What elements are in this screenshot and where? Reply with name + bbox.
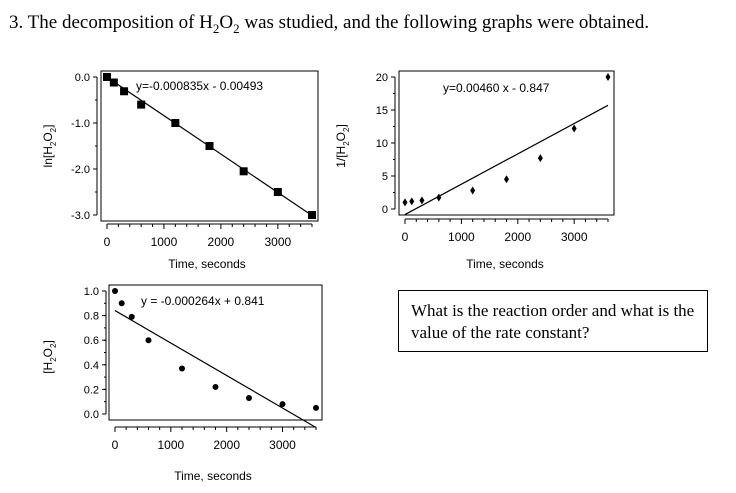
y-axis-label: 1/[H2O2]: [334, 124, 351, 168]
x-tick-label: 0: [112, 438, 119, 452]
data-point: [137, 100, 146, 109]
plot-frame: [108, 284, 323, 421]
y-tick-label: 0.8: [84, 311, 99, 323]
y-tick-label: 1.0: [84, 286, 99, 298]
data-point: [246, 395, 252, 402]
x-tick-label: 3000: [264, 235, 291, 249]
y-tick-label: 5: [382, 171, 388, 183]
y-axis-label-part: 2: [342, 141, 351, 146]
data-point: [279, 401, 286, 408]
plot-frame: [100, 70, 319, 222]
prompt-text: What is the reaction order and what is t…: [411, 301, 695, 342]
data-point: [205, 142, 214, 150]
data-point: [145, 337, 152, 344]
y-axis-label-part: O: [41, 132, 55, 141]
y-tick-label: 20: [376, 72, 388, 84]
data-point: [239, 167, 248, 176]
x-tick-label: 3000: [561, 230, 588, 244]
x-axis-label: Time, seconds: [174, 469, 252, 483]
data-point: [419, 196, 425, 205]
fit-equation: y = -0.000264x + 0.841: [141, 294, 265, 308]
y-tick-label: -2.0: [71, 164, 90, 176]
data-point: [128, 313, 135, 320]
y-tick-label: -3.0: [71, 210, 90, 222]
y-axis-label-part: 1/[H: [334, 146, 348, 168]
question-number: 3.: [9, 12, 24, 33]
x-tick-label: 1000: [157, 438, 184, 452]
fit-line: [114, 310, 317, 428]
y-axis-label: [H2O2]: [41, 340, 58, 374]
data-point: [402, 198, 408, 207]
y-axis-label-part: [H: [41, 362, 55, 374]
data-point: [571, 124, 577, 133]
y-tick-label: 10: [376, 138, 388, 150]
data-point: [103, 73, 111, 81]
x-tick-label: 2000: [504, 230, 531, 244]
y-axis-label: ln[H2O2]: [41, 125, 58, 168]
y-tick-label: 15: [376, 105, 388, 117]
prompt-box: What is the reaction order and what is t…: [398, 290, 708, 352]
y-axis-label-part: 2: [49, 357, 58, 362]
data-point: [605, 73, 611, 81]
y-tick-label: 0.4: [84, 360, 99, 372]
data-point: [212, 383, 219, 390]
x-axis-label: Time, seconds: [168, 257, 246, 271]
x-axis-label: Time, seconds: [466, 257, 544, 271]
data-point: [179, 365, 185, 372]
y-axis-label-part: ]: [334, 124, 348, 127]
data-point: [118, 300, 125, 307]
plot-frame: [398, 70, 615, 216]
x-tick-label: 2000: [213, 438, 240, 452]
x-tick-label: 0: [104, 235, 111, 249]
fit-equation: y=0.00460 x - 0.847: [443, 81, 550, 95]
y-tick-label: 0.6: [84, 335, 99, 347]
y-axis-label-part: ]: [41, 340, 55, 343]
data-point: [313, 404, 319, 411]
question-text: 3. The decomposition of H2O2 was studied…: [9, 12, 650, 36]
data-point: [436, 193, 442, 202]
x-tick-label: 0: [402, 230, 409, 244]
y-tick-label: 0.2: [84, 384, 99, 396]
data-point: [273, 188, 282, 196]
y-axis-label-part: 2: [342, 127, 351, 132]
y-tick-label: 0: [382, 204, 388, 216]
x-tick-label: 3000: [269, 438, 296, 452]
y-axis-label-part: O: [41, 348, 55, 357]
x-tick-label: 2000: [208, 235, 235, 249]
fit-equation: y=-0.000835x - 0.00493: [136, 79, 263, 93]
data-point: [112, 288, 118, 294]
x-tick-label: 1000: [448, 230, 475, 244]
data-point: [537, 154, 543, 163]
y-axis-label-part: 2: [49, 343, 58, 348]
data-point: [409, 197, 415, 206]
data-point: [308, 211, 316, 219]
data-point: [504, 175, 509, 184]
y-axis-label-part: ln[H: [41, 146, 55, 167]
data-point: [120, 87, 129, 96]
y-tick-label: 0.0: [75, 72, 90, 84]
data-point: [171, 119, 180, 127]
y-tick-label: 0.0: [84, 409, 99, 421]
data-point: [109, 78, 118, 87]
y-axis-label-part: 2: [49, 127, 58, 132]
x-tick-label: 1000: [151, 235, 178, 249]
data-point: [470, 186, 476, 195]
y-axis-label-part: O: [334, 132, 348, 141]
y-axis-label-part: 2: [49, 141, 58, 146]
y-tick-label: -1.0: [71, 118, 90, 130]
y-axis-label-part: ]: [41, 125, 55, 128]
